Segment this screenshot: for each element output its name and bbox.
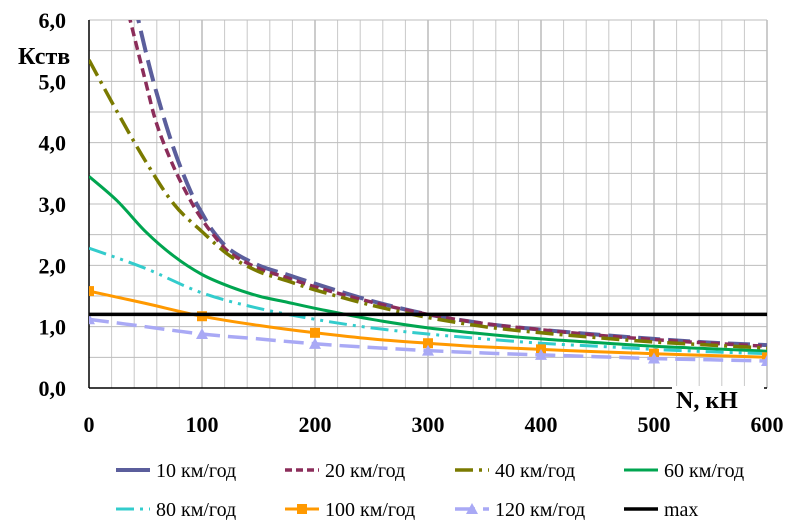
series-7-group (89, 313, 767, 367)
series-2-group (128, 20, 767, 349)
y-tick-label: 0,0 (39, 376, 67, 401)
x-axis-title: N, кН (676, 388, 738, 414)
y-axis-title: Кств (18, 44, 70, 70)
y-tick-label: 2,0 (39, 253, 67, 278)
legend-label: 120 км/год (495, 499, 585, 521)
series-3-line (89, 59, 767, 350)
series-7-marker (196, 328, 208, 340)
legend-item: 80 км/год (116, 499, 236, 521)
x-tick-label: 600 (751, 412, 784, 437)
series-5-line (89, 246, 767, 356)
x-tick-label: 500 (638, 412, 671, 437)
axes (88, 20, 767, 389)
legend-item: 100 км/год (285, 499, 415, 521)
legend-item: 60 км/год (624, 460, 744, 482)
x-tick-label: 400 (525, 412, 558, 437)
series-7-marker (761, 355, 767, 367)
x-tick-label: 200 (299, 412, 332, 437)
y-tick-label: 1,0 (39, 315, 67, 340)
legend-label: 80 км/год (156, 499, 236, 521)
legend-marker (297, 504, 307, 514)
x-tick-label: 300 (412, 412, 445, 437)
series-4-group (89, 175, 767, 353)
series-7-marker (422, 344, 434, 356)
y-tick-label: 5,0 (39, 69, 67, 94)
tick-labels: 0 100 200 300 400 500 600 0,0 1,0 2,0 3,0 4,0 5,0 6,0 (39, 8, 784, 437)
y-tick-label: 3,0 (39, 192, 67, 217)
x-tick-label: 100 (186, 412, 219, 437)
legend-label: 60 км/год (664, 460, 744, 482)
series-7-marker (309, 337, 321, 349)
legend-label: 20 км/год (325, 460, 405, 482)
series-1-group (136, 20, 767, 348)
series-6-marker (89, 286, 94, 297)
axis-titles: Кств N, кН (18, 44, 764, 414)
legend-marker (466, 503, 478, 514)
series-3-group (89, 59, 767, 350)
legend-item: 120 км/год (455, 499, 585, 521)
x-axis-title-background (672, 386, 764, 414)
series-2-line (128, 20, 767, 349)
x-tick-label: 0 (84, 412, 95, 437)
series-4-line (89, 175, 767, 353)
legend-item: 20 км/год (285, 460, 405, 482)
series-6-marker (762, 352, 767, 363)
legend-item: 40 км/год (455, 460, 575, 482)
grid-lines (88, 19, 768, 389)
series-7-marker (648, 352, 660, 364)
y-tick-label: 4,0 (39, 131, 67, 156)
series-6-marker (197, 311, 207, 322)
legend-item: 10 км/год (116, 460, 236, 482)
legend-label: 40 км/год (495, 460, 575, 482)
series-6-marker (423, 338, 433, 349)
y-tick-label: 6,0 (39, 8, 67, 33)
legend-item: max (624, 499, 698, 521)
series-6-marker (310, 327, 320, 338)
legend-label: 100 км/год (325, 499, 415, 521)
legend-label: 10 км/год (156, 460, 236, 482)
series-5-group (89, 246, 767, 356)
legend: 10 км/год 20 км/год 40 км/год 60 км/год 80 к… (116, 460, 744, 521)
series-1-line (136, 20, 767, 348)
series-7-marker (535, 348, 547, 360)
legend-label: max (664, 499, 698, 521)
series-lines (89, 20, 767, 367)
